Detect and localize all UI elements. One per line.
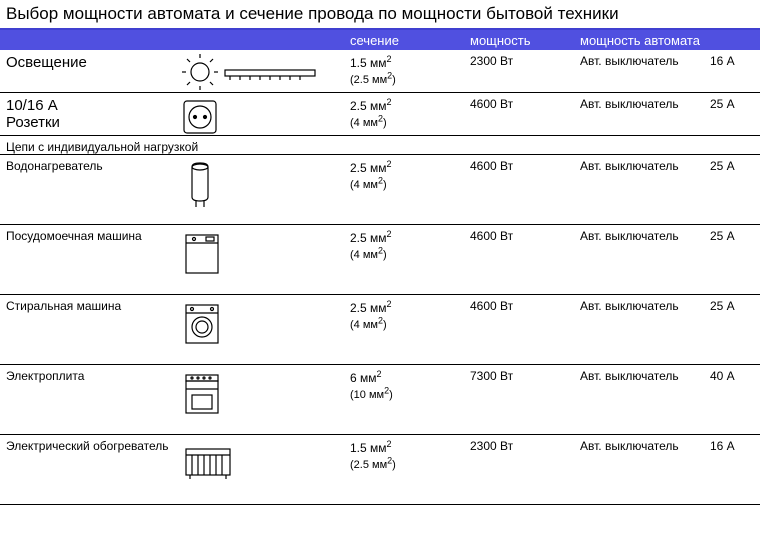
cell-power: 4600 Вт: [470, 229, 580, 243]
cell-section: 1.5 мм2(2.5 мм2): [350, 439, 470, 471]
cell-breaker: Авт. выключатель: [580, 159, 710, 173]
boiler-icon: [180, 159, 350, 209]
cell-power: 2300 Вт: [470, 439, 580, 453]
table-row: Посудомоечная машина 2.5 мм2(4 мм2)4600 В…: [0, 225, 760, 295]
cell-breaker: Авт. выключатель: [580, 54, 710, 68]
cell-power: 4600 Вт: [470, 97, 580, 111]
cell-section: 2.5 мм2(4 мм2): [350, 299, 470, 331]
cell-section: 6 мм2(10 мм2): [350, 369, 470, 401]
table-row: Электрический обогреватель 1.5 мм2(2.5 мм…: [0, 435, 760, 505]
cell-section: 2.5 мм2(4 мм2): [350, 97, 470, 129]
header-breaker: мощность автомата: [580, 33, 760, 48]
table-header: сечение мощность мощность автомата: [0, 30, 760, 50]
page-title: Выбор мощности автомата и сечение провод…: [0, 0, 760, 30]
cell-power: 4600 Вт: [470, 159, 580, 173]
cell-amp: 25 А: [710, 159, 760, 173]
cell-amp: 40 А: [710, 369, 760, 383]
dishwasher-icon: [180, 229, 350, 279]
cell-section: 2.5 мм2(4 мм2): [350, 229, 470, 261]
table-row: Освещение 1.5 мм2(2.5 мм2)2300 ВтАвт. вык…: [0, 50, 760, 93]
cell-power: 4600 Вт: [470, 299, 580, 313]
cell-power: 7300 Вт: [470, 369, 580, 383]
cell-power: 2300 Вт: [470, 54, 580, 68]
table-row: 10/16 АРозетки2.5 мм2(4 мм2)4600 ВтАвт. …: [0, 93, 760, 136]
row-label: Электрический обогреватель: [6, 439, 180, 453]
cell-amp: 16 А: [710, 439, 760, 453]
cell-breaker: Авт. выключатель: [580, 299, 710, 313]
washer-icon: [180, 299, 350, 349]
lamp-icon: [180, 54, 350, 92]
cell-section: 2.5 мм2(4 мм2): [350, 159, 470, 191]
header-section: сечение: [350, 33, 470, 48]
stove-icon: [180, 369, 350, 419]
cell-amp: 25 А: [710, 97, 760, 111]
row-label: Стиральная машина: [6, 299, 180, 313]
cell-breaker: Авт. выключатель: [580, 229, 710, 243]
header-power: мощность: [470, 33, 580, 48]
section-header: Цепи с индивидуальной нагрузкой: [0, 136, 760, 155]
row-label: Водонагреватель: [6, 159, 180, 173]
socket-icon: [180, 97, 350, 135]
cell-amp: 25 А: [710, 299, 760, 313]
row-label: Освещение: [6, 54, 180, 71]
row-label: Посудомоечная машина: [6, 229, 180, 243]
table-row: Стиральная машина 2.5 мм2(4 мм2)4600 ВтАв…: [0, 295, 760, 365]
cell-breaker: Авт. выключатель: [580, 439, 710, 453]
cell-section: 1.5 мм2(2.5 мм2): [350, 54, 470, 86]
cell-breaker: Авт. выключатель: [580, 369, 710, 383]
row-label: 10/16 А: [6, 97, 180, 114]
table-row: Электроплита 6 мм2(10 мм2)7300 ВтАвт. вык…: [0, 365, 760, 435]
cell-amp: 16 А: [710, 54, 760, 68]
row-label: Электроплита: [6, 369, 180, 383]
cell-breaker: Авт. выключатель: [580, 97, 710, 111]
heater-icon: [180, 439, 350, 489]
table-row: Водонагреватель 2.5 мм2(4 мм2)4600 ВтАвт.…: [0, 155, 760, 225]
cell-amp: 25 А: [710, 229, 760, 243]
